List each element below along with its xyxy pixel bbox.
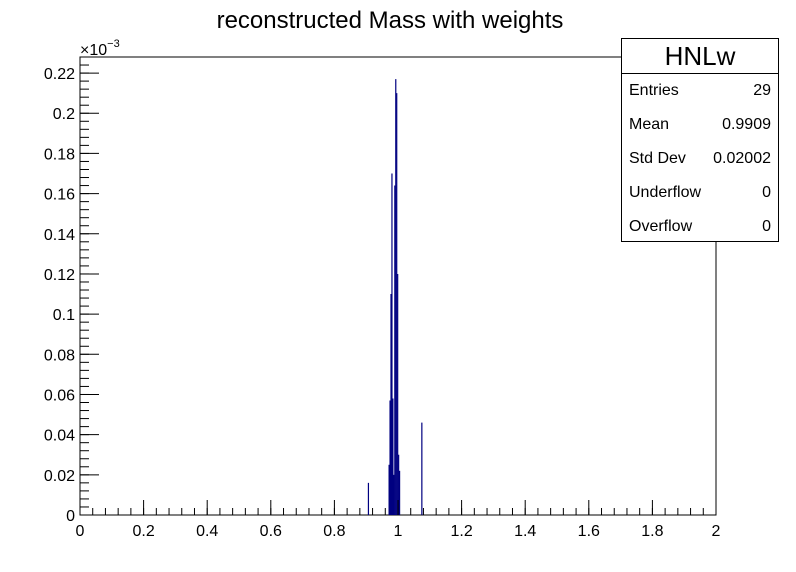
y-tick-label: 0.18 (44, 146, 75, 163)
y-tick-label: 0.14 (44, 227, 75, 244)
stats-label: Overflow (629, 218, 693, 235)
x-axis: 0 0.2 0.4 0.6 0.8 1 1.2 1.4 1.6 1.8 2 (76, 500, 721, 540)
x-tick-label: 1 (394, 523, 403, 540)
x-tick-label: 0 (76, 523, 85, 540)
y-tick-label: 0.22 (44, 66, 75, 83)
stats-value: 0.02002 (713, 150, 771, 167)
x-tick-label: 1.4 (514, 523, 536, 540)
stats-label: Underflow (629, 184, 702, 201)
stats-label: Std Dev (629, 150, 686, 167)
x-tick-label: 2 (712, 523, 721, 540)
stats-value: 0 (762, 218, 771, 235)
x-tick-label: 0.8 (323, 523, 345, 540)
y-tick-label: 0.16 (44, 187, 75, 204)
stats-label: Mean (629, 116, 670, 133)
x-tick-label: 1.8 (641, 523, 663, 540)
y-tick-label: 0.06 (44, 387, 75, 404)
stats-label: Entries (629, 82, 679, 99)
x-tick-label: 1.6 (578, 523, 600, 540)
x-tick-label: 0.2 (132, 523, 154, 540)
y-tick-label: 0.2 (53, 106, 75, 123)
y-tick-label: 0.02 (44, 468, 75, 485)
y-tick-label: 0 (66, 508, 75, 525)
x-tick-label: 0.6 (260, 523, 282, 540)
stats-row-std-dev: Std Dev 0.02002 (622, 142, 778, 176)
stats-row-underflow: Underflow 0 (622, 176, 778, 210)
stats-row-mean: Mean 0.9909 (622, 108, 778, 142)
stats-value: 29 (753, 82, 771, 99)
y-axis: 0 0.02 0.04 0.06 0.08 0.1 0.12 0.14 0.16 0.18 0.2 0… (44, 56, 99, 525)
x-tick-label: 0.4 (196, 523, 218, 540)
stats-title: HNLw (622, 39, 778, 74)
x-tick-label: 1.2 (450, 523, 472, 540)
y-tick-label: 0.08 (44, 347, 75, 364)
y-tick-label: 0.04 (44, 428, 75, 445)
histogram-bars (367, 79, 423, 515)
chart-title: reconstructed Mass with weights (217, 7, 564, 34)
y-exponent-label: ×10−3 (80, 38, 120, 59)
y-tick-label: 0.1 (53, 307, 75, 324)
stats-box: HNLw Entries 29 Mean 0.9909 Std Dev 0.02… (621, 38, 779, 242)
y-tick-label: 0.12 (44, 267, 75, 284)
stats-row-entries: Entries 29 (622, 74, 778, 108)
stats-value: 0 (762, 184, 771, 201)
stats-value: 0.9909 (722, 116, 771, 133)
stats-row-overflow: Overflow 0 (622, 210, 778, 244)
